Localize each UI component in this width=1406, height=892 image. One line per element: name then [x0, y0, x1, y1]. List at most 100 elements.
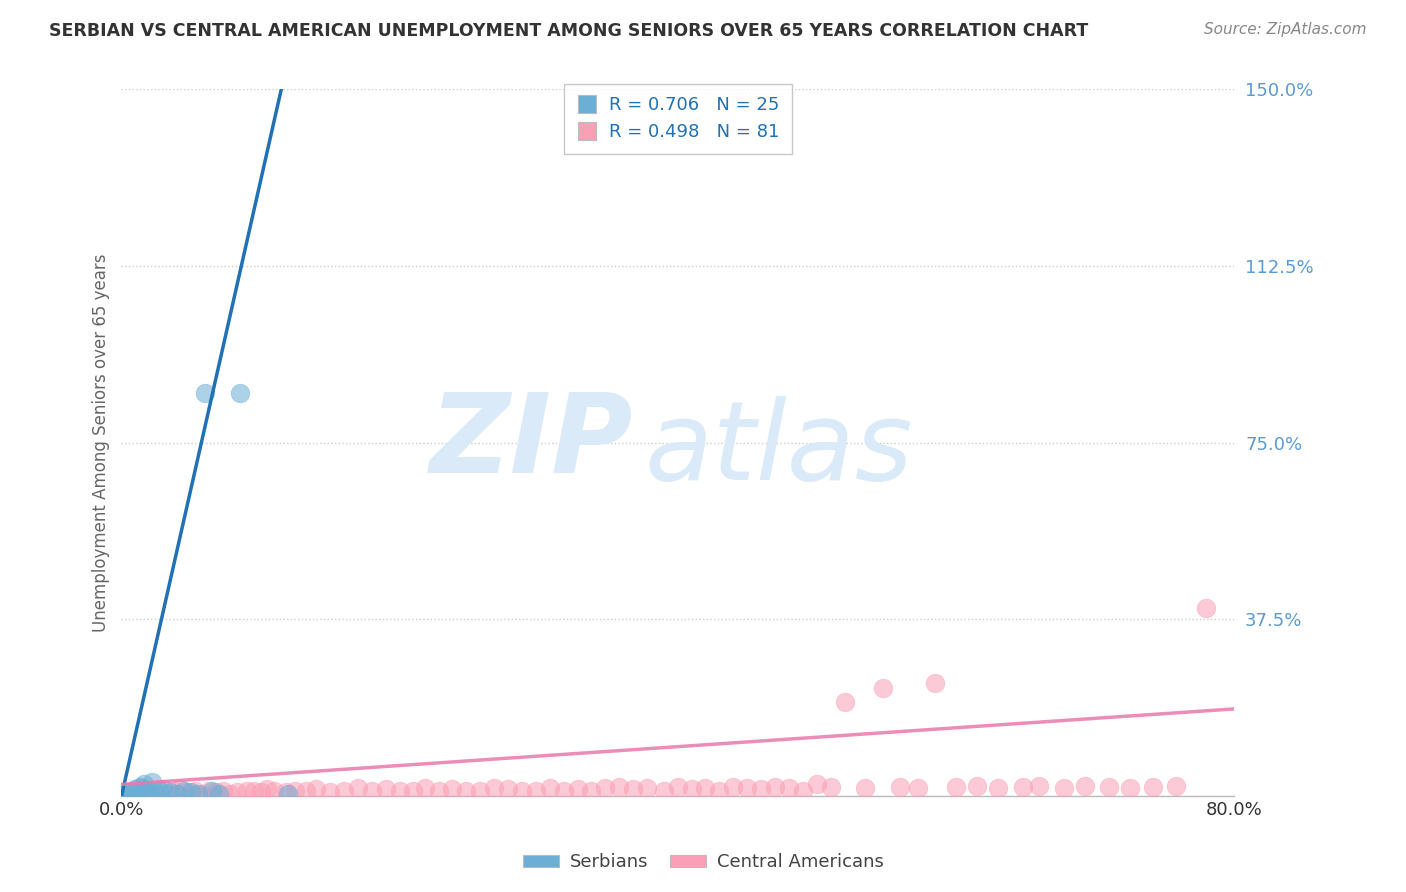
Point: [749, 782, 772, 797]
Point: [695, 780, 717, 795]
Point: [553, 784, 575, 798]
Point: [138, 783, 160, 797]
Point: [194, 386, 217, 401]
Point: [135, 784, 157, 798]
Point: [1028, 779, 1050, 793]
Point: [621, 782, 644, 797]
Point: [198, 784, 221, 798]
Point: [201, 784, 224, 798]
Point: [149, 784, 172, 798]
Point: [427, 783, 450, 797]
Point: [319, 785, 342, 799]
Point: [149, 783, 172, 797]
Point: [581, 783, 603, 797]
Text: atlas: atlas: [644, 396, 912, 503]
Point: [208, 787, 231, 801]
Point: [219, 787, 242, 801]
Point: [169, 782, 191, 797]
Point: [132, 777, 155, 791]
Point: [388, 783, 411, 797]
Point: [274, 785, 297, 799]
Point: [966, 779, 988, 793]
Point: [1074, 779, 1097, 793]
Point: [855, 780, 877, 795]
Point: [131, 780, 153, 795]
Point: [127, 784, 149, 798]
Point: [636, 780, 658, 795]
Point: [159, 785, 181, 799]
Point: [763, 780, 786, 794]
Point: [177, 785, 200, 799]
Point: [173, 783, 195, 797]
Point: [284, 783, 307, 797]
Point: [295, 784, 318, 798]
Point: [249, 785, 271, 799]
Point: [127, 787, 149, 801]
Point: [184, 783, 207, 797]
Point: [121, 785, 143, 799]
Point: [681, 782, 703, 797]
Point: [114, 787, 136, 801]
Point: [141, 785, 163, 799]
Point: [124, 782, 146, 797]
Text: ZIP: ZIP: [430, 389, 633, 496]
Point: [907, 780, 929, 795]
Point: [986, 780, 1008, 795]
Point: [1011, 780, 1033, 794]
Point: [114, 787, 136, 801]
Point: [924, 676, 946, 690]
Point: [128, 780, 150, 794]
Point: [152, 782, 174, 797]
Point: [510, 784, 533, 798]
Legend: R = 0.706   N = 25, R = 0.498   N = 81: R = 0.706 N = 25, R = 0.498 N = 81: [564, 84, 792, 154]
Point: [482, 780, 505, 795]
Point: [135, 785, 157, 799]
Point: [666, 780, 689, 794]
Point: [1053, 780, 1076, 795]
Point: [225, 785, 247, 799]
Point: [263, 784, 285, 798]
Point: [413, 780, 436, 795]
Point: [374, 782, 396, 797]
Text: Source: ZipAtlas.com: Source: ZipAtlas.com: [1204, 22, 1367, 37]
Point: [496, 782, 519, 797]
Text: SERBIAN VS CENTRAL AMERICAN UNEMPLOYMENT AMONG SENIORS OVER 65 YEARS CORRELATION: SERBIAN VS CENTRAL AMERICAN UNEMPLOYMENT…: [49, 22, 1088, 40]
Point: [205, 785, 228, 799]
Point: [180, 785, 202, 799]
Point: [820, 780, 842, 794]
Point: [305, 782, 328, 797]
Point: [166, 787, 188, 801]
Point: [256, 782, 278, 797]
Point: [1195, 600, 1218, 615]
Point: [156, 787, 179, 801]
Point: [470, 783, 492, 797]
Point: [945, 780, 967, 794]
Point: [595, 780, 617, 795]
Point: [242, 783, 264, 797]
Point: [1142, 780, 1164, 794]
Point: [120, 788, 142, 802]
Point: [228, 386, 250, 401]
Point: [402, 784, 425, 798]
Point: [360, 784, 382, 798]
Point: [1098, 780, 1121, 794]
Legend: Serbians, Central Americans: Serbians, Central Americans: [516, 847, 890, 879]
Point: [872, 681, 894, 695]
Point: [212, 783, 235, 797]
Point: [889, 780, 911, 794]
Point: [456, 784, 478, 798]
Point: [806, 777, 828, 791]
Point: [187, 787, 209, 801]
Point: [1118, 780, 1140, 795]
Point: [347, 780, 370, 795]
Point: [735, 780, 758, 795]
Point: [141, 775, 163, 789]
Point: [1164, 779, 1187, 793]
Point: [723, 780, 745, 794]
Point: [524, 783, 547, 797]
Point: [163, 784, 186, 798]
Point: [652, 783, 675, 797]
Point: [834, 695, 856, 709]
Y-axis label: Unemployment Among Seniors over 65 years: Unemployment Among Seniors over 65 years: [93, 253, 110, 632]
Point: [567, 782, 589, 797]
